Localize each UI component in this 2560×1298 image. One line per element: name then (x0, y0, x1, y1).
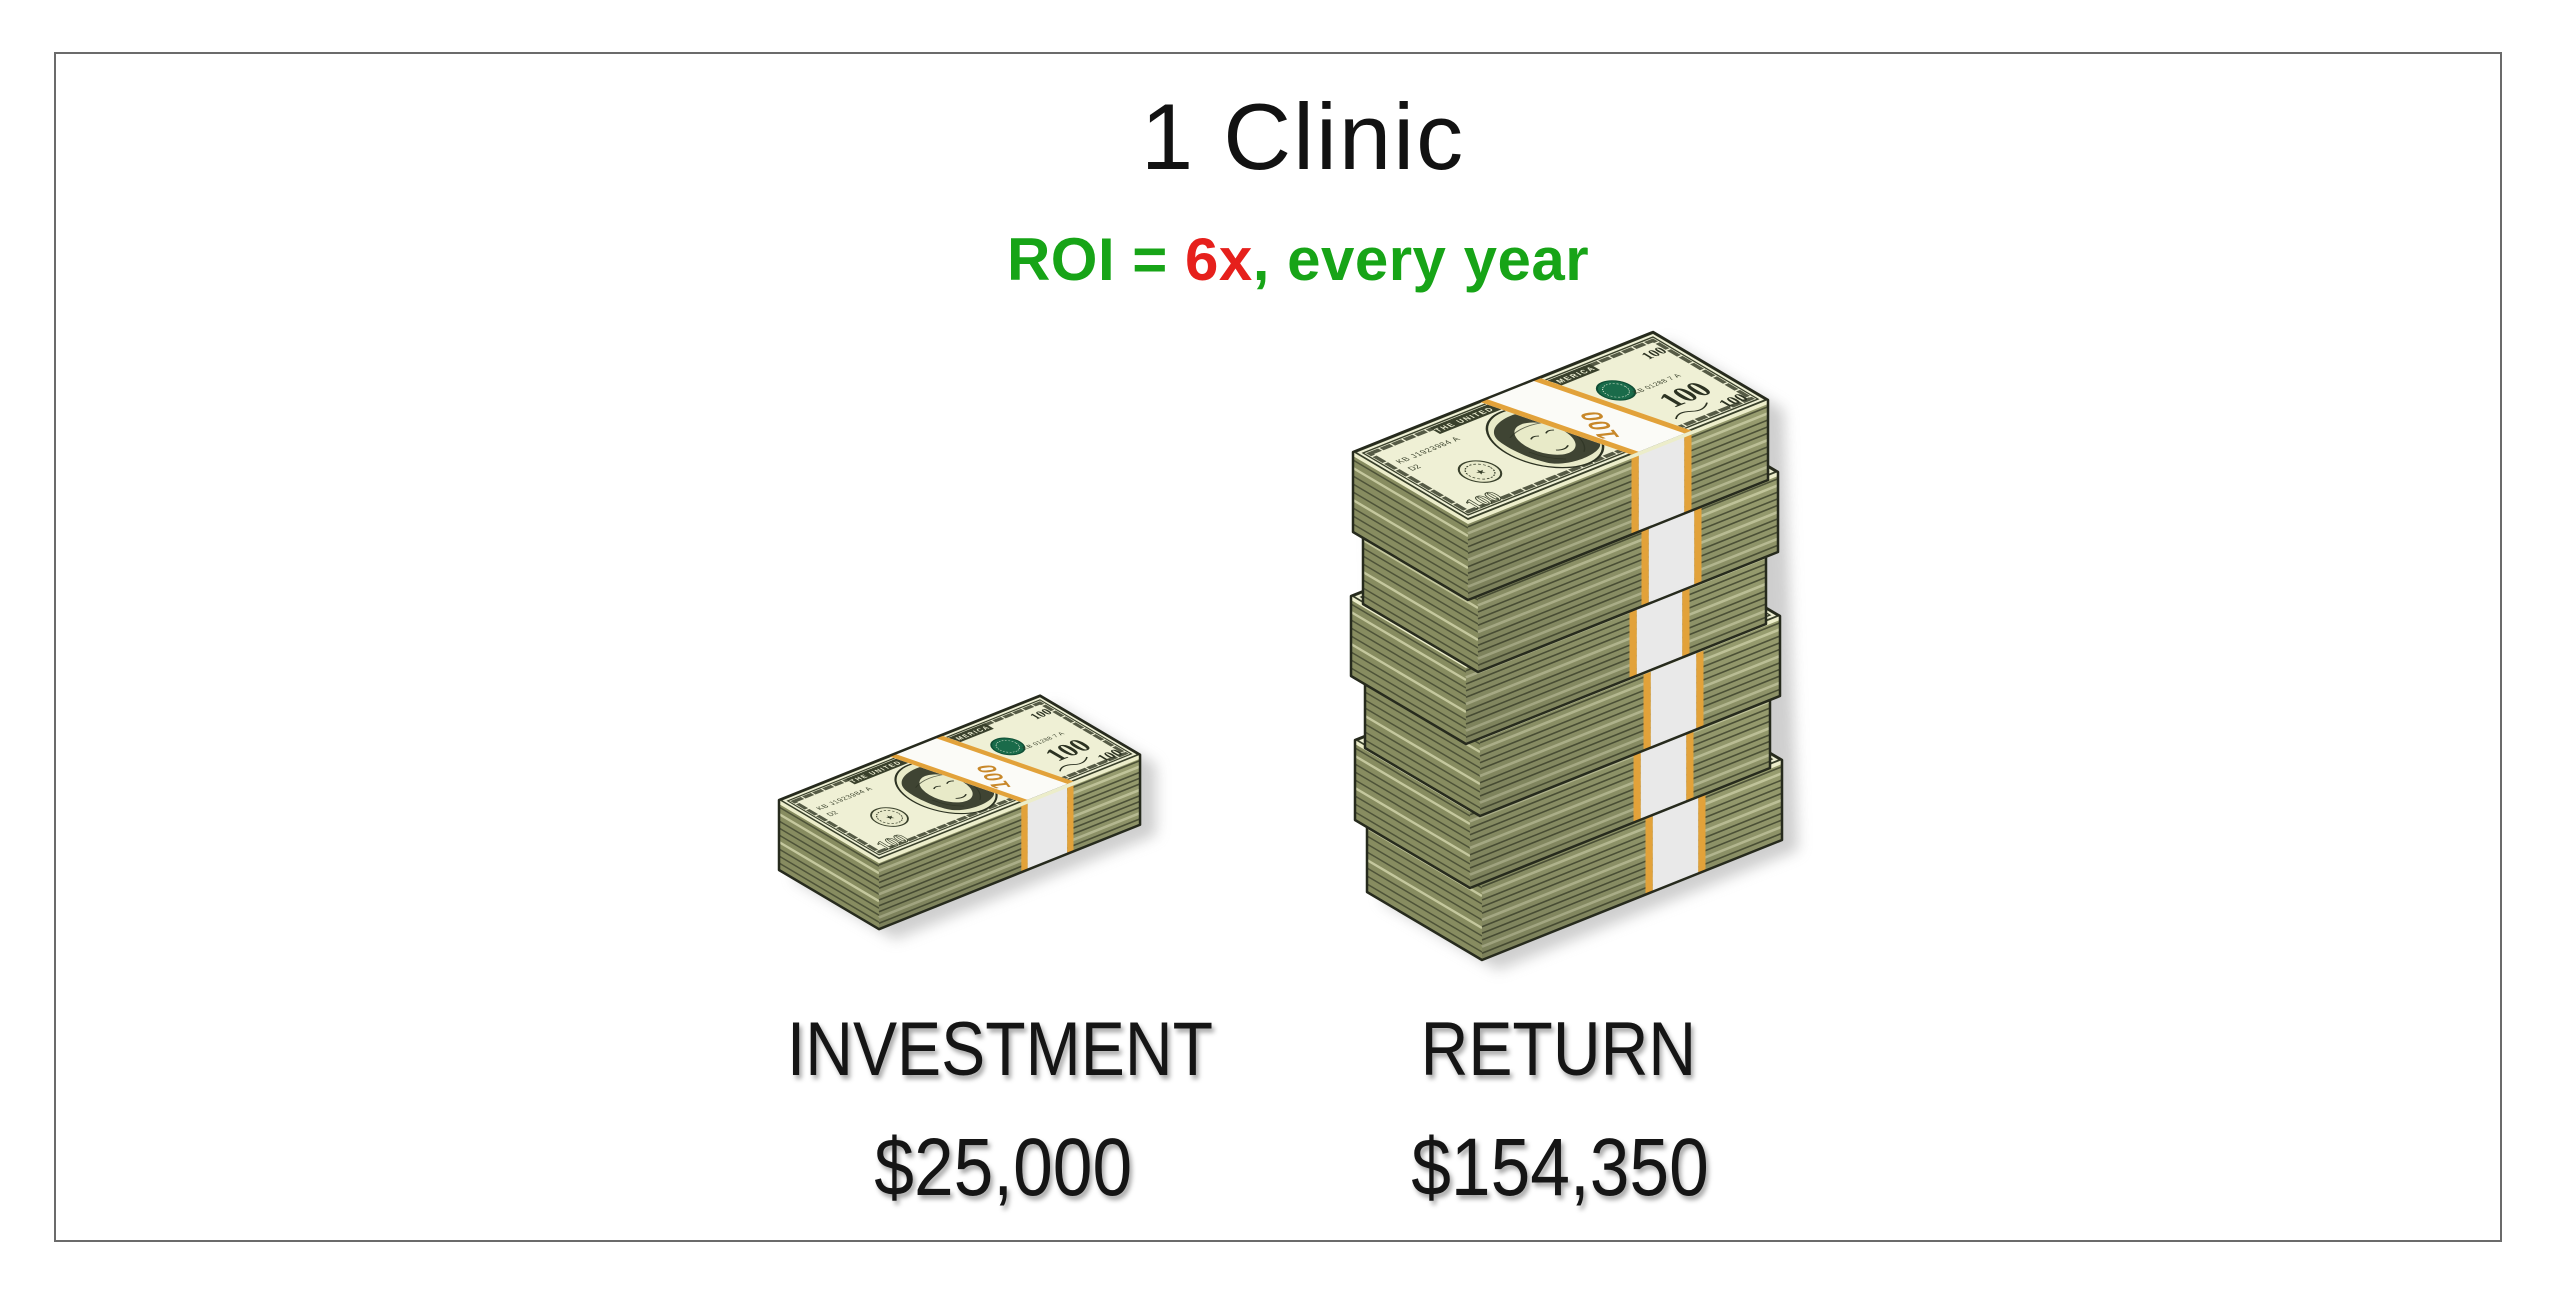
investment-label: INVESTMENT (550, 1012, 1450, 1088)
investment-amount-text: $25,000 (874, 1122, 1132, 1213)
return-label: RETURN (1108, 1012, 2008, 1088)
return-label-text: RETURN (1420, 1007, 1696, 1092)
investment-amount: $25,000 (553, 1127, 1453, 1209)
return-amount-text: $154,350 (1411, 1122, 1709, 1213)
page-title: 1 Clinic (1140, 84, 1466, 189)
roi-multiple: 6x (1185, 226, 1253, 293)
roi-subtitle: ROI = 6x, every year (698, 230, 1898, 290)
slide-border (54, 52, 2502, 1242)
return-amount: $154,350 (1110, 1127, 2010, 1209)
investment-label-text: INVESTMENT (786, 1007, 1214, 1092)
roi-suffix: , every year (1252, 226, 1590, 293)
roi-prefix: ROI = (1006, 226, 1185, 293)
